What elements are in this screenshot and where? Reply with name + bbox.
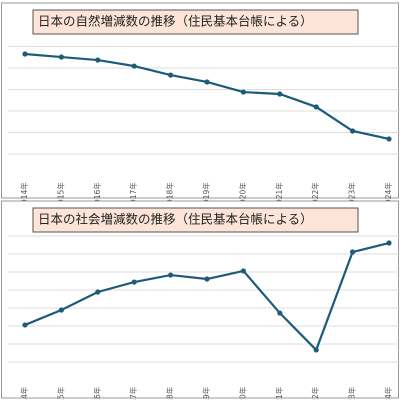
data-point bbox=[95, 57, 101, 63]
data-point bbox=[95, 289, 101, 295]
x-tick-label: 2015年 bbox=[55, 386, 65, 400]
x-tick-label: 2021年 bbox=[274, 386, 284, 400]
x-tick-label: 2014年 bbox=[19, 182, 29, 209]
data-point bbox=[58, 54, 64, 60]
x-tick-label: 2016年 bbox=[92, 182, 102, 209]
data-point bbox=[277, 310, 283, 316]
chart-title: 日本の自然増減数の推移（住民基本台帳による） bbox=[38, 14, 313, 29]
x-tick-label: 2022年 bbox=[310, 386, 320, 400]
data-point bbox=[240, 268, 246, 274]
data-point bbox=[204, 276, 210, 282]
x-tick-label: 2016年 bbox=[92, 386, 102, 400]
data-point bbox=[313, 104, 319, 110]
x-tick-label: 2018年 bbox=[165, 182, 175, 209]
panel bbox=[1, 2, 399, 199]
x-tick-label: 2020年 bbox=[237, 182, 247, 209]
x-tick-label: 2019年 bbox=[201, 386, 211, 400]
data-point bbox=[313, 347, 319, 353]
title-box bbox=[32, 207, 359, 233]
data-point bbox=[204, 79, 210, 85]
data-point bbox=[58, 307, 64, 313]
data-point bbox=[386, 136, 392, 142]
x-tick-label: 2021年 bbox=[274, 182, 284, 209]
data-point bbox=[131, 279, 137, 285]
x-tick-label: 2023年 bbox=[347, 182, 357, 209]
chart-title: 日本の社会増減数の推移（住民基本台帳による） bbox=[38, 212, 313, 227]
x-tick-label: 2020年 bbox=[237, 386, 247, 400]
x-tick-label: 2024年 bbox=[383, 182, 393, 209]
x-tick-label: 2022年 bbox=[310, 182, 320, 209]
data-point bbox=[277, 91, 283, 97]
data-point bbox=[168, 72, 174, 78]
data-point bbox=[22, 322, 28, 328]
data-point bbox=[22, 51, 28, 57]
data-point bbox=[131, 63, 137, 69]
x-tick-label: 2018年 bbox=[165, 386, 175, 400]
x-tick-label: 2017年 bbox=[128, 182, 138, 209]
x-tick-label: 2014年 bbox=[19, 386, 29, 400]
data-point bbox=[240, 89, 246, 95]
x-tick-label: 2015年 bbox=[55, 182, 65, 209]
x-tick-label: 2024年 bbox=[383, 386, 393, 400]
x-tick-label: 2023年 bbox=[347, 386, 357, 400]
data-point bbox=[350, 249, 356, 255]
data-point bbox=[168, 272, 174, 278]
data-point bbox=[386, 240, 392, 246]
panel bbox=[1, 200, 399, 399]
title-box bbox=[32, 9, 359, 35]
x-tick-label: 2017年 bbox=[128, 386, 138, 400]
x-tick-label: 2019年 bbox=[201, 182, 211, 209]
data-point bbox=[350, 128, 356, 134]
